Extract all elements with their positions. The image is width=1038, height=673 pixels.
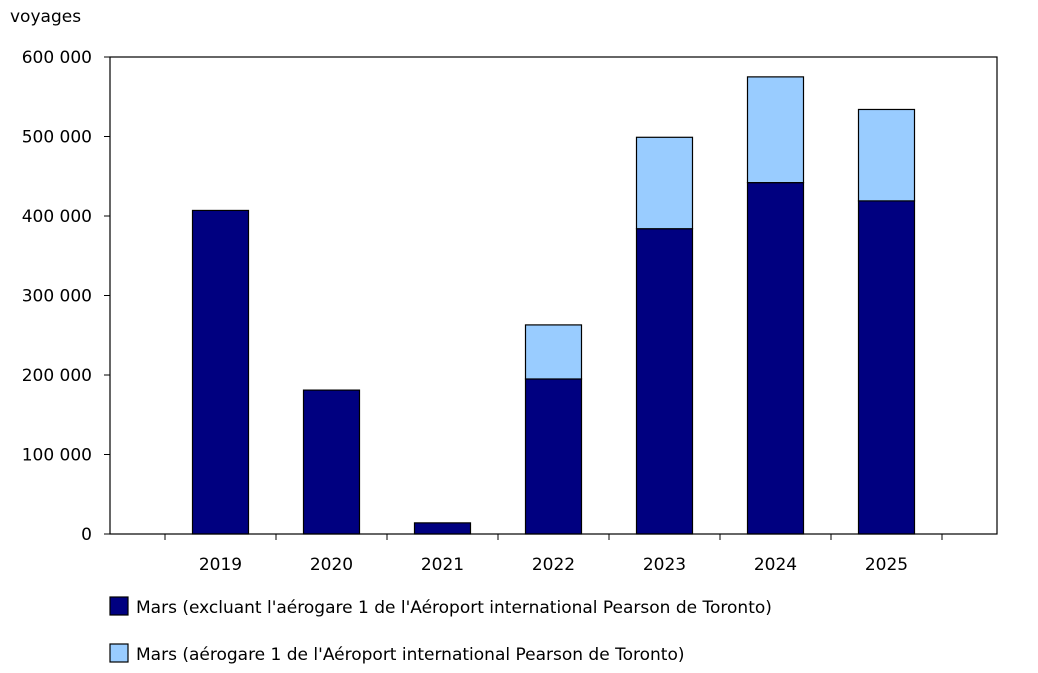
bar-2023-series-2: [635, 136, 694, 230]
bar-2022-series-2: [524, 324, 583, 380]
bar-2023-series-1: [635, 228, 694, 535]
x-tick-label-2019: 2019: [199, 555, 242, 575]
y-axis-title: voyages: [10, 7, 81, 27]
bar-2025-series-1: [857, 200, 916, 535]
x-tick-label-2024: 2024: [754, 555, 797, 575]
legend-label-1: Mars (excluant l'aérogare 1 de l'Aéropor…: [136, 598, 772, 618]
bar-2024-series-1: [746, 182, 805, 535]
legend: Mars (excluant l'aérogare 1 de l'Aéropor…: [109, 596, 772, 665]
x-tick-label-2022: 2022: [532, 555, 575, 575]
legend-swatch-2: [109, 643, 129, 663]
y-tick-label-6: 600 000: [22, 48, 92, 68]
bar-2024-series-2: [746, 76, 805, 184]
y-tick-label-5: 500 000: [22, 128, 92, 148]
bar-2020-series-1: [302, 389, 361, 535]
legend-label-2: Mars (aérogare 1 de l'Aéroport internati…: [136, 645, 684, 665]
x-tick-label-2023: 2023: [643, 555, 686, 575]
bar-2022-series-1: [524, 378, 583, 535]
y-tick-label-0: 0: [81, 525, 92, 545]
y-tick-label-4: 400 000: [22, 207, 92, 227]
x-axis: 2019 2020 2021 2022 2023 2024 2025: [164, 534, 943, 575]
bar-2021-series-1: [413, 522, 472, 535]
bar-2019-series-1: [191, 209, 250, 535]
legend-swatch-1: [109, 596, 129, 616]
x-tick-label-2021: 2021: [421, 555, 464, 575]
bars-layer: [191, 76, 916, 535]
y-axis: 0 100 000 200 000 300 000 400 000 500 000 600 …: [22, 48, 110, 545]
y-tick-label-1: 100 000: [22, 446, 92, 466]
x-tick-label-2020: 2020: [310, 555, 353, 575]
x-tick-label-2025: 2025: [865, 555, 908, 575]
plot-frame: [109, 56, 998, 535]
y-tick-label-2: 200 000: [22, 366, 92, 386]
bar-2025-series-2: [857, 108, 916, 202]
y-tick-label-3: 300 000: [22, 287, 92, 307]
